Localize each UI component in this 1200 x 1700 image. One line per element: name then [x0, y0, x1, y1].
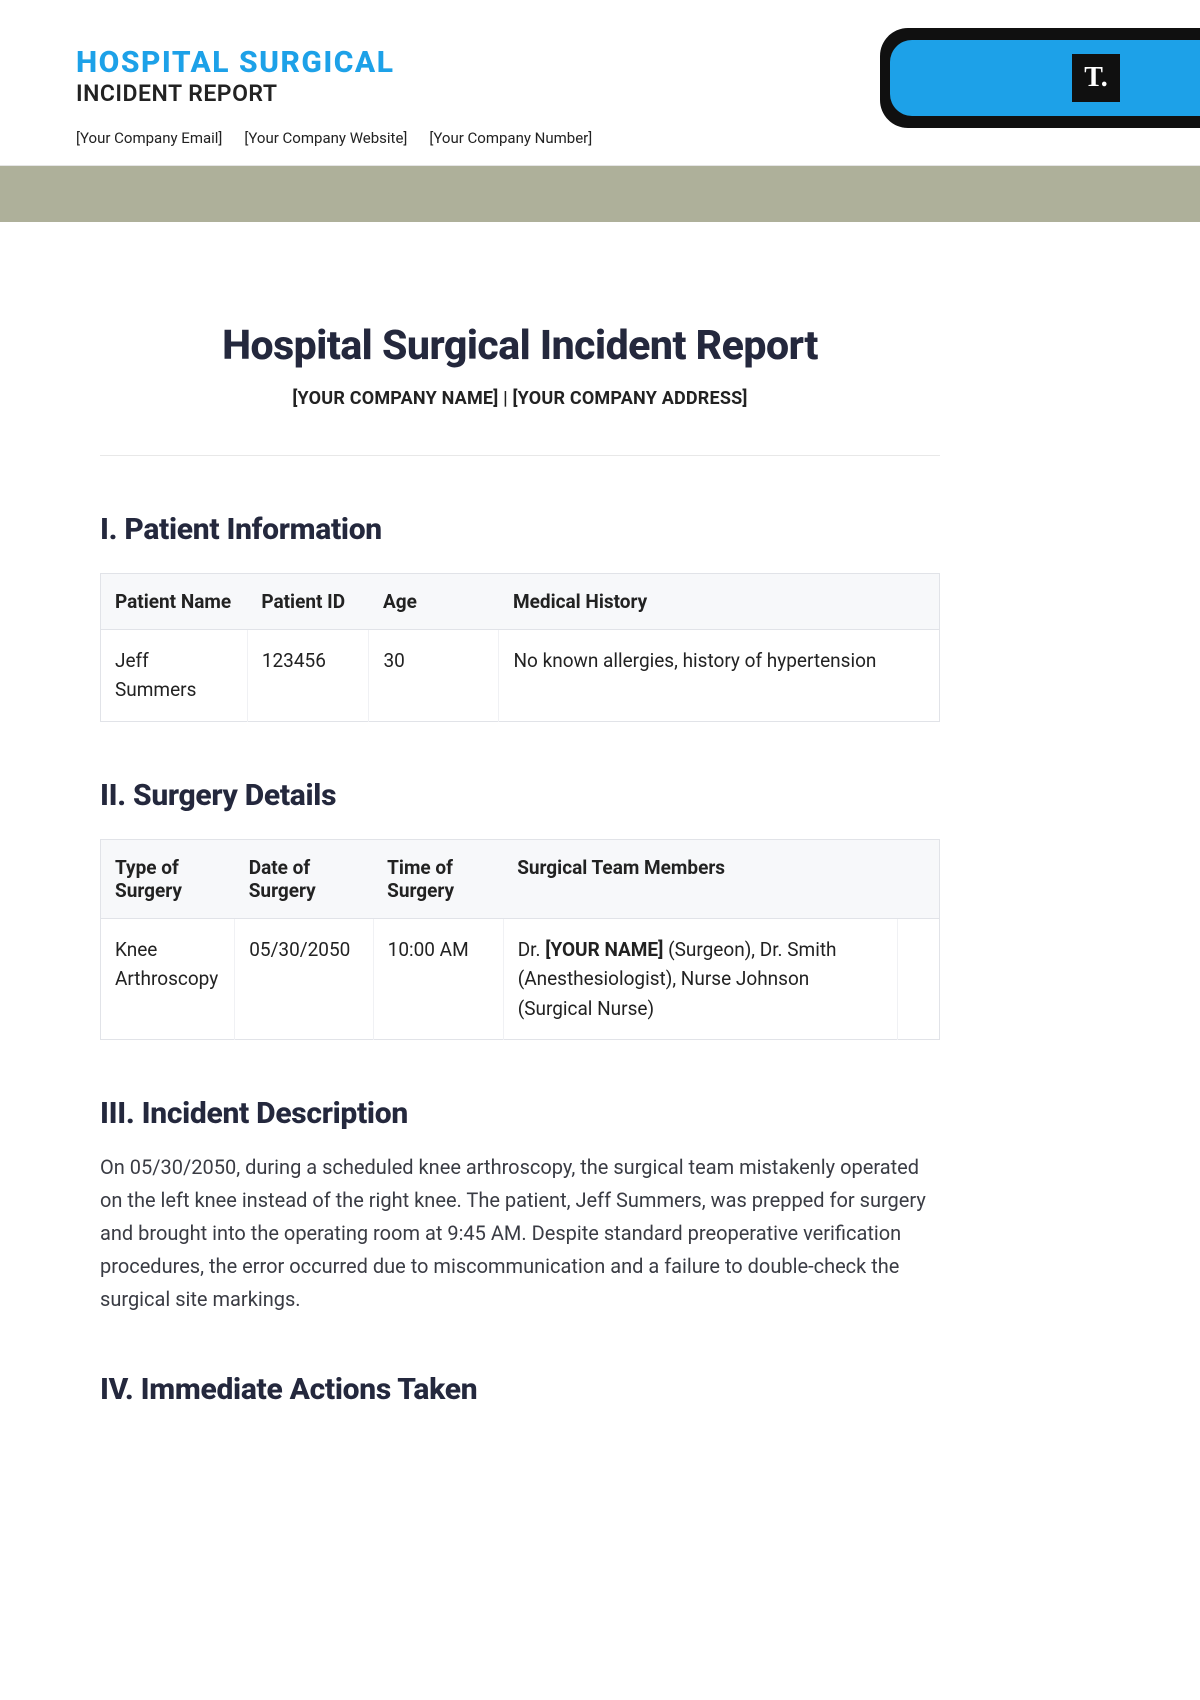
team-your-name: [YOUR NAME]	[545, 938, 663, 961]
table-header-row: Type of Surgery Date of Surgery Time of …	[101, 839, 940, 918]
col-patient-name: Patient Name	[101, 573, 248, 629]
cell-surgery-time: 10:00 AM	[373, 918, 503, 1039]
page: HOSPITAL SURGICAL INCIDENT REPORT [Your …	[0, 0, 1200, 1700]
title-rule	[100, 455, 940, 456]
logo: T.	[880, 28, 1200, 128]
cell-surgery-date: 05/30/2050	[235, 918, 373, 1039]
color-band	[0, 166, 1200, 222]
col-surgical-team: Surgical Team Members	[503, 839, 897, 918]
cell-surgical-team: Dr. [YOUR NAME] (Surgeon), Dr. Smith (An…	[503, 918, 897, 1039]
table-row: Knee Arthroscopy 05/30/2050 10:00 AM Dr.…	[101, 918, 940, 1039]
logo-t-icon: T.	[1072, 54, 1120, 102]
col-surgery-time: Time of Surgery	[373, 839, 503, 918]
section-4-heading: IV. Immediate Actions Taken	[100, 1372, 940, 1407]
section-1-heading: I. Patient Information	[100, 512, 940, 547]
col-medical-history: Medical History	[499, 573, 940, 629]
col-patient-id: Patient ID	[247, 573, 369, 629]
surgery-details-table: Type of Surgery Date of Surgery Time of …	[100, 839, 940, 1040]
logo-letter: T.	[1084, 62, 1108, 94]
letterhead-meta: [Your Company Email] [Your Company Websi…	[76, 129, 1200, 147]
col-age: Age	[369, 573, 499, 629]
col-empty	[898, 839, 940, 918]
letterhead: HOSPITAL SURGICAL INCIDENT REPORT [Your …	[0, 0, 1200, 147]
company-number-placeholder: [Your Company Number]	[429, 129, 592, 147]
cell-surgery-type: Knee Arthroscopy	[101, 918, 235, 1039]
company-website-placeholder: [Your Company Website]	[244, 129, 407, 147]
cell-age: 30	[369, 629, 499, 721]
section-2-heading: II. Surgery Details	[100, 778, 940, 813]
cell-empty	[898, 918, 940, 1039]
col-surgery-date: Date of Surgery	[235, 839, 373, 918]
table-row: Jeff Summers 123456 30 No known allergie…	[101, 629, 940, 721]
cell-medical-history: No known allergies, history of hypertens…	[499, 629, 940, 721]
incident-description-body: On 05/30/2050, during a scheduled knee a…	[100, 1151, 940, 1316]
patient-info-table: Patient Name Patient ID Age Medical Hist…	[100, 573, 940, 722]
logo-front-shape: T.	[890, 40, 1200, 116]
cell-patient-id: 123456	[247, 629, 369, 721]
company-email-placeholder: [Your Company Email]	[76, 129, 222, 147]
document-title: Hospital Surgical Incident Report	[100, 322, 940, 370]
col-surgery-type: Type of Surgery	[101, 839, 235, 918]
document-body: Hospital Surgical Incident Report [YOUR …	[0, 222, 1040, 1447]
section-3-heading: III. Incident Description	[100, 1096, 940, 1131]
team-pre: Dr.	[518, 938, 546, 961]
document-subtitle: [YOUR COMPANY NAME] | [YOUR COMPANY ADDR…	[100, 388, 940, 409]
table-header-row: Patient Name Patient ID Age Medical Hist…	[101, 573, 940, 629]
cell-patient-name: Jeff Summers	[101, 629, 248, 721]
